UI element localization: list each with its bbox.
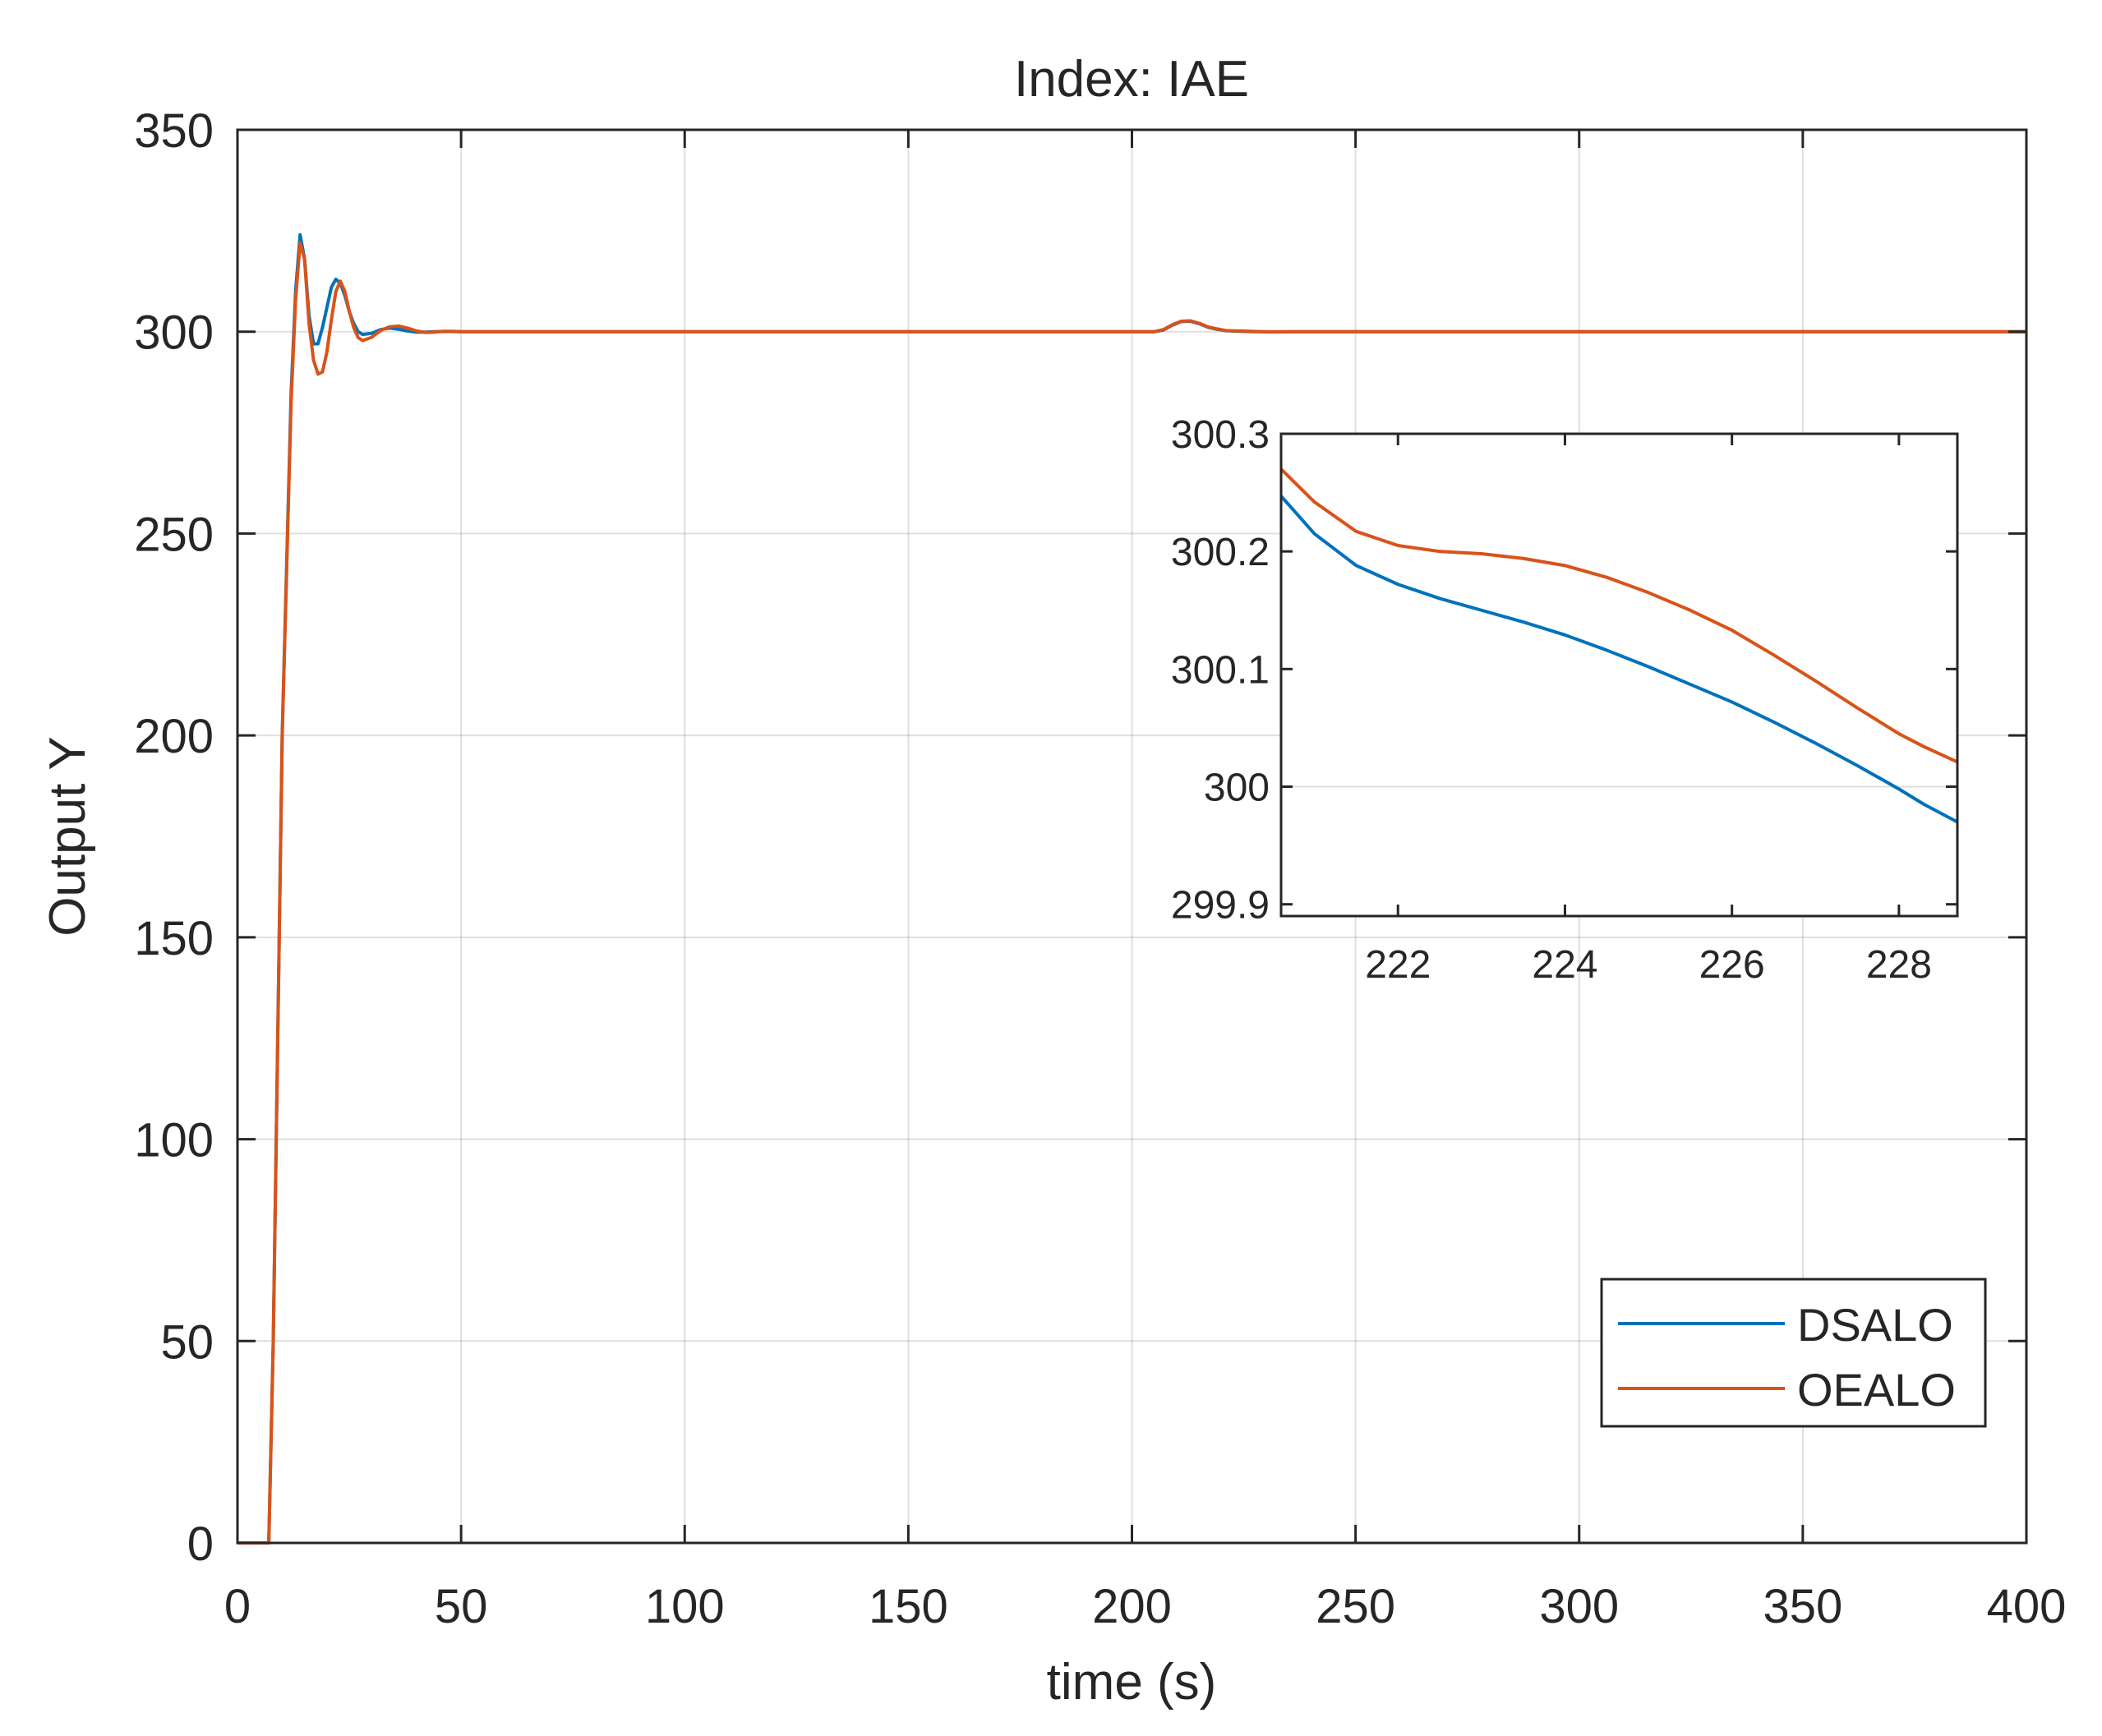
main-y-tick-label: 350: [134, 104, 214, 158]
inset-y-tick-label: 300.2: [1171, 531, 1270, 574]
main-x-tick-label: 50: [435, 1580, 488, 1633]
main-y-tick-labels: 0 50 100 150 200 250 300 350: [134, 104, 214, 1571]
inset-background: [1281, 434, 1957, 916]
main-x-tick-label: 150: [869, 1580, 948, 1633]
inset-series-group: [1279, 467, 1958, 824]
main-x-tick-label: 400: [1987, 1580, 2067, 1633]
main-y-tick-label: 0: [187, 1517, 214, 1571]
main-x-tick-label: 200: [1092, 1580, 1172, 1633]
main-y-tick-label: 150: [134, 912, 214, 965]
inset-tick-marks: [1281, 432, 1957, 916]
inset-y-tick-label: 300: [1204, 767, 1270, 810]
main-x-tick-label: 250: [1316, 1580, 1395, 1633]
inset-x-tick-label: 228: [1866, 943, 1932, 987]
main-tick-marks: [236, 128, 2028, 1545]
inset-x-tick-label: 224: [1532, 943, 1597, 987]
main-x-tick-label: 350: [1763, 1580, 1842, 1633]
legend: DSALO OEALO: [1600, 1278, 1987, 1428]
main-series-oealo: [237, 241, 2026, 1545]
inset-y-tick-label: 300.1: [1171, 648, 1270, 692]
x-axis-label: time (s): [1047, 1654, 1217, 1711]
inset-x-tick-labels: 222 224 226 228: [1365, 943, 1932, 987]
legend-label-oealo: OEALO: [1797, 1364, 1956, 1416]
y-axis-label: Output Y: [39, 736, 96, 937]
main-y-tick-label: 50: [160, 1315, 214, 1369]
main-x-tick-label: 300: [1539, 1580, 1619, 1633]
main-y-tick-label: 300: [134, 306, 214, 360]
legend-box: [1600, 1278, 1987, 1428]
inset-plot-box: [1279, 432, 1959, 918]
legend-label-dsalo: DSALO: [1797, 1299, 1953, 1351]
chart-title: Index: IAE: [1014, 51, 1249, 108]
inset-y-tick-label: 299.9: [1171, 884, 1270, 928]
inset-series-oealo: [1279, 467, 1958, 764]
main-series-group: [237, 233, 2026, 1545]
inset-y-tick-labels: 299.9 300 300.1 300.2 300.3: [1171, 413, 1270, 928]
main-y-tick-label: 100: [134, 1114, 214, 1167]
inset-series-dsalo: [1279, 495, 1958, 824]
main-x-tick-labels: 0 50 100 150 200 250 300 350 400: [224, 1580, 2067, 1633]
inset-y-tick-label: 300.3: [1171, 413, 1270, 457]
inset-x-tick-label: 222: [1365, 943, 1431, 987]
main-x-tick-label: 100: [645, 1580, 725, 1633]
main-y-tick-label: 250: [134, 508, 214, 561]
main-x-tick-label: 0: [224, 1580, 251, 1633]
inset-x-tick-label: 226: [1699, 943, 1765, 987]
main-y-tick-label: 200: [134, 710, 214, 763]
inset-axes: 222 224 226 228 299.9 300 300.1 300.2 300.3: [1171, 413, 1959, 987]
